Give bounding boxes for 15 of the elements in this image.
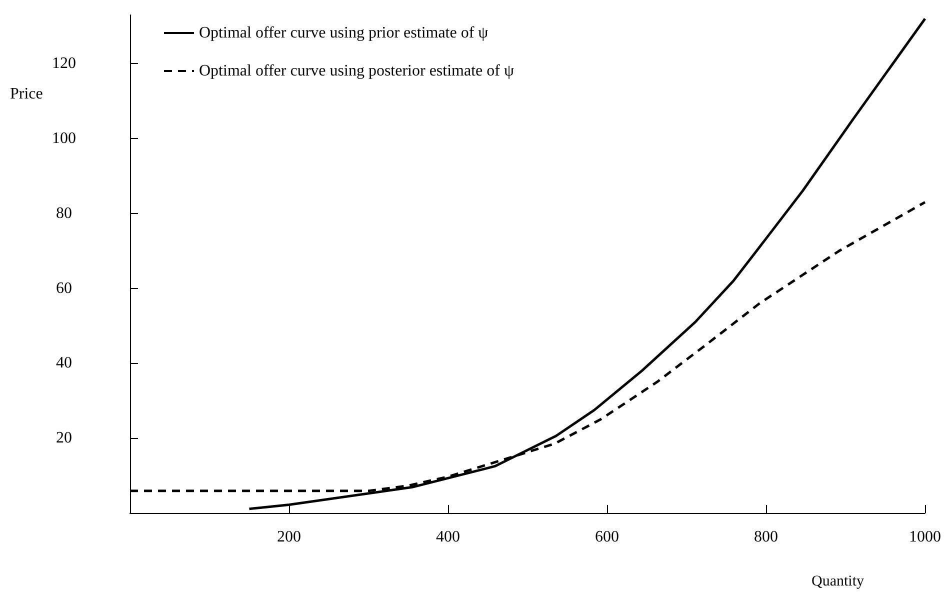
- x-tick-label: 200: [277, 528, 301, 546]
- y-axis-title: Price: [10, 86, 43, 102]
- y-tick-label: 40: [56, 354, 72, 372]
- x-tick-label: 400: [436, 528, 460, 546]
- x-axis-title: Quantity: [812, 574, 864, 590]
- y-tick-label: 100: [52, 130, 76, 148]
- x-tick-label: 800: [754, 528, 778, 546]
- y-tick-label: 80: [56, 204, 72, 222]
- x-tick-label: 1000: [909, 528, 941, 546]
- legend-label: Optimal offer curve using prior estimate of ψ: [199, 24, 488, 42]
- y-tick-label: 120: [52, 55, 76, 72]
- legend-label: Optimal offer curve using posterior estimate of ψ: [199, 62, 514, 80]
- y-tick-label: 20: [56, 430, 72, 447]
- x-tick-label: 600: [595, 528, 619, 546]
- y-tick-label: 60: [56, 280, 72, 297]
